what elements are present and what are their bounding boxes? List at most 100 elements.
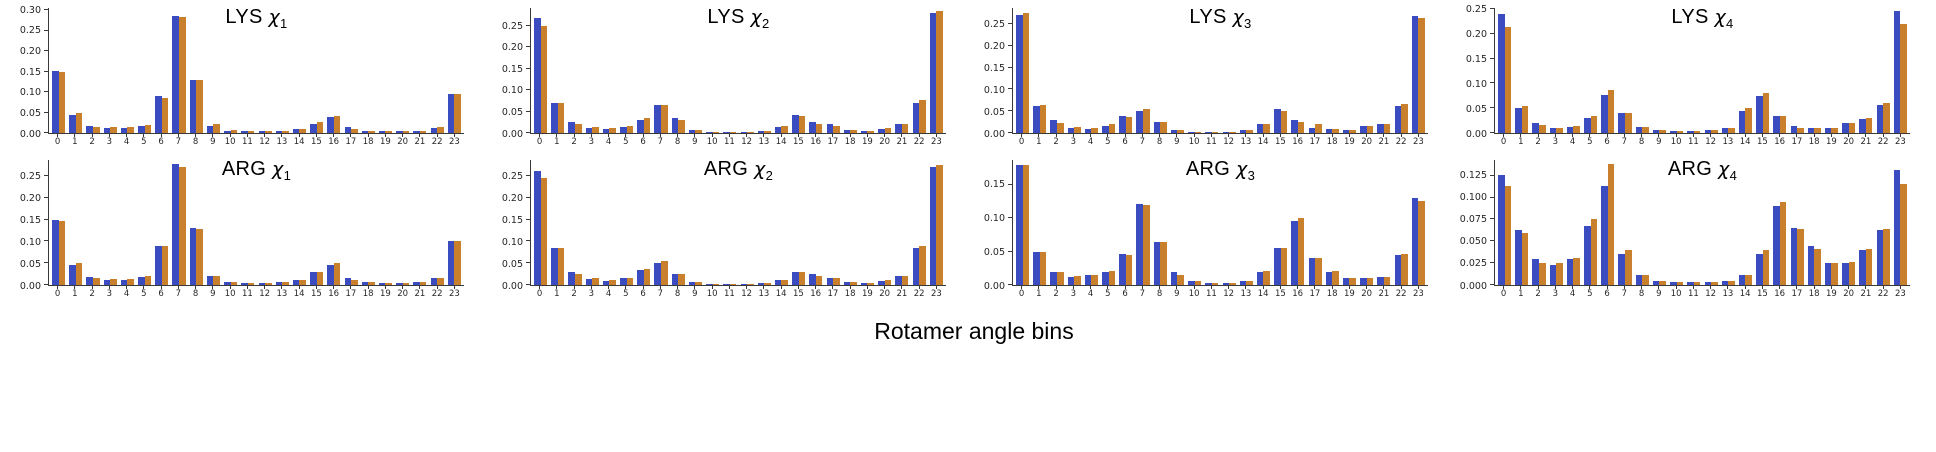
- x-tick-label: 22: [1393, 134, 1410, 148]
- blue-bar: [413, 130, 420, 133]
- x-tick-label: 8: [187, 286, 204, 300]
- blue-bar: [138, 126, 145, 133]
- y-tick-mark: [1008, 110, 1012, 112]
- x-tick-label: 14: [1255, 286, 1272, 300]
- x-tick-label: 2: [566, 134, 583, 148]
- bin-group: [790, 8, 807, 133]
- x-tick-label: 9: [686, 286, 703, 300]
- bin-group: [256, 160, 273, 285]
- y-tick-label: 0.00: [501, 280, 523, 292]
- orange-bar: [1865, 249, 1873, 285]
- bin-group: [1548, 160, 1565, 285]
- x-tick-label: 7: [1616, 286, 1633, 300]
- orange-bar: [1659, 130, 1666, 133]
- orange-bar: [575, 274, 582, 285]
- orange-bar: [1383, 123, 1391, 133]
- bin-group: [1668, 8, 1685, 133]
- blue-bar: [1136, 111, 1144, 133]
- y-tick-label: 0.00: [501, 128, 523, 140]
- bin-group: [549, 160, 566, 285]
- bin-group: [1857, 160, 1874, 285]
- y-axis: 0.00 0.05 0.10 0.15: [972, 160, 1012, 290]
- y-tick-mark: [1490, 284, 1494, 285]
- orange-bar: [884, 128, 892, 133]
- y-tick-mark: [1008, 66, 1012, 68]
- x-tick-label: 1: [548, 134, 565, 148]
- orange-bar: [1745, 108, 1752, 133]
- bin-group: [1186, 160, 1203, 285]
- x-tick-label: 18: [1806, 134, 1823, 148]
- blue-bar: [1807, 128, 1815, 133]
- orange-bar: [1160, 121, 1167, 133]
- y-axis: 0.00 0.05 0.10 0.15 0.20 0.25: [490, 160, 530, 290]
- orange-bar: [1728, 280, 1735, 285]
- y-tick-mark: [1008, 217, 1012, 219]
- orange-bar: [299, 128, 306, 133]
- x-tick-label: 22: [429, 134, 446, 148]
- x-tick-label: 13: [1719, 134, 1736, 148]
- bin-group: [1203, 160, 1220, 285]
- bin-group: [1720, 160, 1737, 285]
- blue-bar: [723, 132, 730, 133]
- x-tick-label: 19: [859, 134, 876, 148]
- blue-bar: [895, 276, 902, 285]
- bin-group: [584, 160, 601, 285]
- blue-bar: [292, 128, 300, 133]
- bin-group: [1565, 8, 1582, 133]
- bin-group: [670, 160, 687, 285]
- x-tick-label: 15: [1754, 134, 1771, 148]
- bin-group: [635, 8, 652, 133]
- x-tick-label: 5: [1581, 286, 1598, 300]
- x-tick-label: 8: [1633, 286, 1650, 300]
- x-tick-label: 12: [738, 286, 755, 300]
- bin-group: [1324, 8, 1341, 133]
- orange-bar: [1074, 275, 1081, 285]
- blue-bar: [120, 279, 128, 285]
- bin-group: [308, 8, 325, 133]
- blue-bar: [1738, 110, 1746, 133]
- orange-bar: [196, 80, 203, 133]
- x-axis: 0 1 2 3 4 5 6 7 8 9 10 11 12 13 14 15 16 17 18 19 20 21 22 23: [530, 286, 946, 300]
- blue-bar: [327, 116, 334, 133]
- x-tick-label: 3: [1065, 286, 1082, 300]
- blue-bar: [1738, 275, 1746, 285]
- orange-bar: [1366, 126, 1374, 133]
- orange-bar: [1108, 270, 1116, 285]
- x-tick-label: 2: [84, 286, 101, 300]
- blue-bar: [688, 282, 696, 285]
- x-tick-label: 3: [101, 286, 118, 300]
- subplot-lys-chi4: 0.00 0.05 0.10 0.15 0.20 0.25 LYS χ4 0 1 2 3 4 5 6 7 8 9…: [1454, 4, 1910, 148]
- blue-bar: [155, 96, 162, 133]
- bin-group: [394, 160, 411, 285]
- blue-bar: [413, 282, 420, 285]
- plot-area: ARG χ4: [1490, 158, 1910, 286]
- bin-group: [1599, 8, 1616, 133]
- blue-bar: [1773, 115, 1780, 133]
- x-tick-label: 20: [394, 134, 411, 148]
- bin-group: [1083, 160, 1100, 285]
- bin-group: [670, 8, 687, 133]
- x-axis: 0 1 2 3 4 5 6 7 8 9 10 11 12 13 14 15 16 17 18 19 20 21 22 23: [1494, 286, 1910, 300]
- bin-group: [842, 8, 859, 133]
- orange-bar: [299, 279, 306, 285]
- bars-row: [1013, 160, 1428, 285]
- orange-bar: [351, 128, 358, 133]
- bin-group: [1117, 160, 1134, 285]
- x-tick-label: 15: [1272, 134, 1289, 148]
- orange-bar: [1177, 130, 1184, 133]
- x-tick-label: 23: [1410, 286, 1427, 300]
- blue-bar: [912, 103, 920, 133]
- blue-bar: [860, 282, 868, 285]
- x-tick-label: 4: [600, 134, 617, 148]
- x-tick-label: 16: [325, 134, 342, 148]
- chart-title: ARG χ3: [1185, 158, 1256, 183]
- orange-bar: [1401, 104, 1408, 133]
- x-tick-label: 21: [1375, 286, 1392, 300]
- blue-bar: [1687, 282, 1694, 285]
- blue-bar: [1170, 130, 1178, 133]
- y-tick-mark: [526, 284, 530, 285]
- blue-bar: [1584, 118, 1591, 133]
- blue-bar: [826, 278, 834, 285]
- x-tick-label: 8: [669, 134, 686, 148]
- blue-bar: [602, 280, 610, 285]
